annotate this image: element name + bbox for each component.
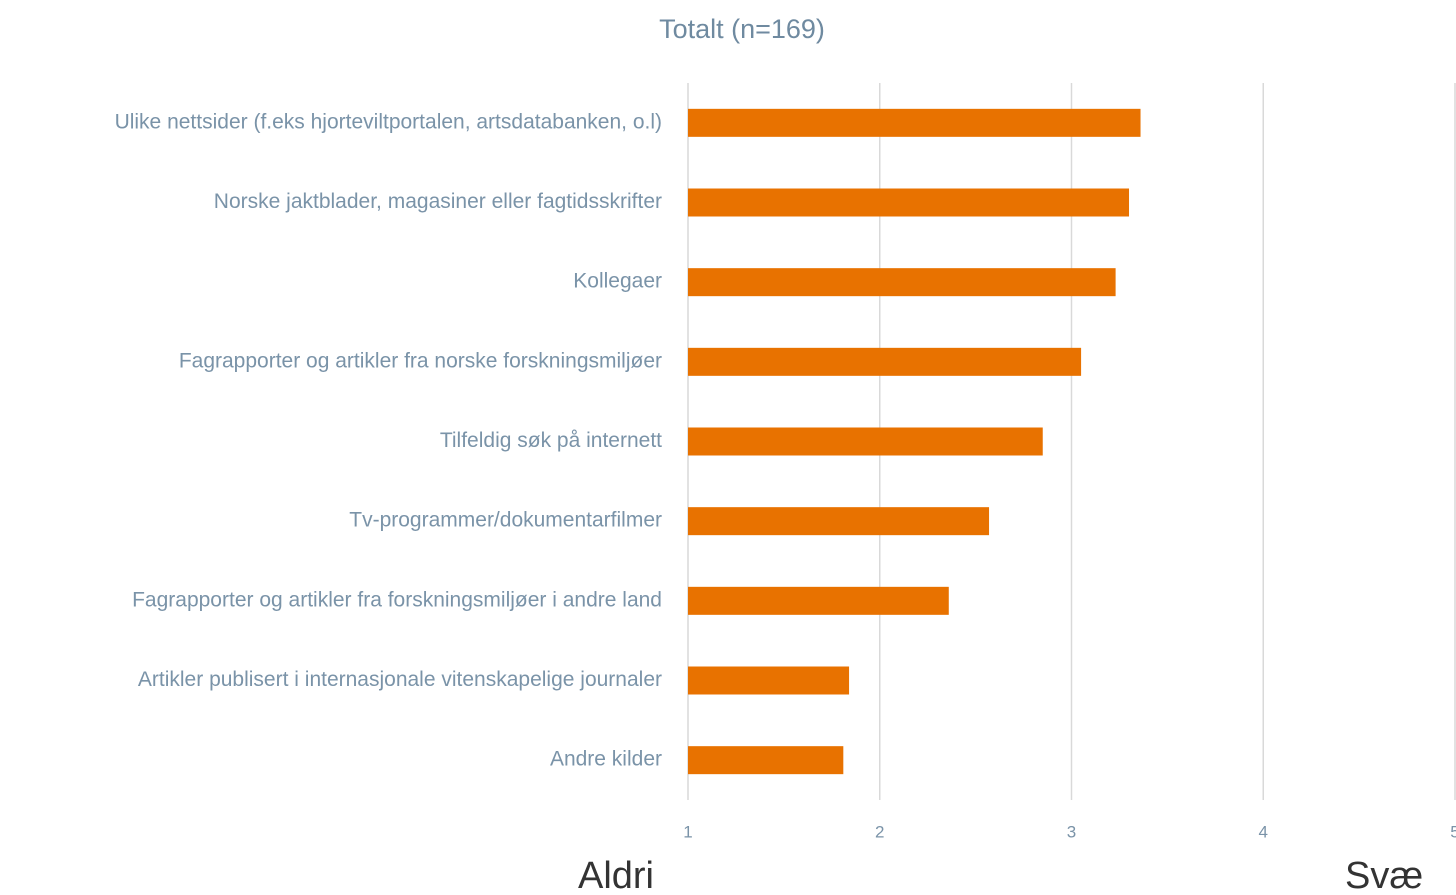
y-tick-label: Ulike nettsider (f.eks hjorteviltportale… (115, 110, 662, 133)
bar (688, 188, 1130, 217)
x-tick-label: 5 (1450, 822, 1456, 841)
bar (688, 347, 1082, 376)
bar (688, 268, 1116, 297)
y-tick-label: Norske jaktblader, magasiner eller fagti… (214, 190, 662, 213)
axis-annotation: Svæ (1345, 855, 1423, 895)
chart-title: Totalt (n=169) (659, 14, 825, 44)
y-tick-label: Kollegaer (573, 270, 662, 293)
axis-annotation: Aldri (578, 855, 654, 895)
x-tick-label: 4 (1259, 822, 1268, 841)
x-tick-label: 2 (875, 822, 884, 841)
y-tick-label: Andre kilder (550, 748, 662, 771)
x-tick-label: 1 (683, 822, 692, 841)
bar (688, 507, 990, 536)
y-tick-label: Tilfeldig søk på internett (440, 429, 662, 452)
y-tick-label: Fagrapporter og artikler fra forskningsm… (132, 588, 662, 611)
bar (688, 586, 949, 615)
bar (688, 666, 850, 695)
y-tick-label: Fagrapporter og artikler fra norske fors… (179, 349, 662, 372)
y-tick-label: Artikler publisert i internasjonale vite… (138, 668, 662, 691)
bar (688, 746, 844, 775)
y-tick-label: Tv-programmer/dokumentarfilmer (349, 509, 662, 532)
bar (688, 108, 1141, 137)
bar (688, 427, 1043, 456)
x-tick-label: 3 (1067, 822, 1076, 841)
